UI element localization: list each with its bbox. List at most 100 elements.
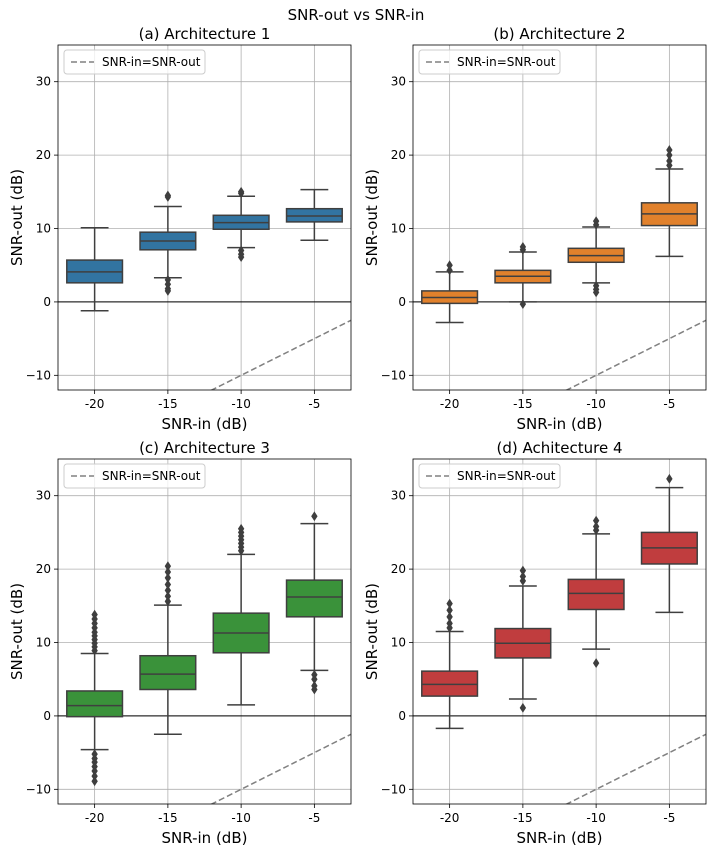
outlier-point (237, 186, 245, 197)
outlier-point (519, 299, 527, 310)
legend-label: SNR-in=SNR-out (102, 469, 201, 483)
axes-frame (412, 458, 707, 805)
y-tick-label: 30 (36, 75, 51, 89)
x-tick-label: -15 (158, 397, 178, 411)
x-tick-label: -10 (231, 397, 251, 411)
box-body (567, 578, 625, 611)
outlier-point (446, 598, 453, 609)
x-tick-label: -5 (308, 397, 320, 411)
legend-box (418, 49, 561, 75)
outlier-point (164, 591, 172, 602)
y-tick-label: 20 (36, 148, 51, 162)
y-axis-label: SNR-out (dB) (8, 169, 26, 266)
panel-4: −10 0 10 20 30 -20 -15 -10 -5 (d) Achitecture 4 SN… (363, 439, 707, 847)
box--15 (139, 561, 197, 736)
box--10 (567, 216, 625, 298)
box--15 (139, 190, 197, 296)
axes-frame (57, 458, 352, 805)
identity-line (210, 319, 351, 390)
outlier-point (666, 145, 673, 155)
x-tick-label: -20 (85, 811, 105, 825)
outlier-point (592, 515, 600, 526)
y-tick-label: 30 (391, 489, 406, 503)
outlier-point (311, 511, 318, 522)
box--10 (212, 523, 270, 706)
panel-2: −10 0 10 20 30 -20 -15 -10 -5 (b) Architecture 2 S… (363, 25, 707, 433)
x-tick-label: -15 (513, 397, 533, 411)
legend-box (63, 463, 206, 489)
legend: SNR-in=SNR-out (63, 49, 206, 75)
legend-box (63, 49, 206, 75)
outlier-point (666, 150, 673, 161)
legend-label: SNR-in=SNR-out (457, 469, 556, 483)
panel-title: (a) Architecture 1 (139, 25, 271, 43)
box--5 (285, 511, 343, 695)
x-tick-label: -15 (158, 811, 178, 825)
y-tick-label: 20 (391, 148, 406, 162)
legend-label: SNR-in=SNR-out (457, 55, 556, 69)
figure-title: SNR-out vs SNR-in (288, 6, 425, 24)
y-tick-label: 30 (36, 489, 51, 503)
x-tick-label: -20 (85, 397, 105, 411)
y-tick-label: 0 (43, 295, 51, 309)
x-tick-label: -15 (513, 811, 533, 825)
box-body (285, 579, 343, 618)
y-tick-label: 0 (43, 709, 51, 723)
legend-label: SNR-in=SNR-out (102, 55, 201, 69)
outlier-point (519, 571, 527, 582)
y-tick-label: −10 (26, 368, 51, 382)
legend-box (418, 463, 561, 489)
outlier-point (164, 585, 172, 596)
outlier-point (164, 567, 172, 577)
x-tick-label: -20 (440, 811, 460, 825)
box--10 (212, 186, 270, 263)
y-tick-label: −10 (26, 782, 51, 796)
box-body (139, 654, 197, 691)
outlier-point (446, 618, 453, 629)
outlier-point (666, 473, 673, 484)
y-axis-label: SNR-out (dB) (8, 583, 26, 680)
y-tick-label: 20 (36, 562, 51, 576)
outlier-point (237, 523, 245, 534)
x-axis-label: SNR-in (dB) (162, 829, 248, 847)
x-tick-label: -5 (663, 397, 675, 411)
y-tick-label: 30 (391, 75, 406, 89)
box--5 (285, 188, 343, 242)
legend: SNR-in=SNR-out (418, 49, 561, 75)
box--20 (421, 260, 479, 324)
outlier-point (519, 702, 527, 713)
outlier-point (164, 561, 172, 572)
x-tick-label: -5 (663, 811, 675, 825)
box--15 (494, 241, 552, 310)
x-axis-label: SNR-in (dB) (517, 829, 603, 847)
axes-frame (412, 44, 707, 391)
outlier-point (446, 611, 453, 622)
x-tick-label: -20 (440, 397, 460, 411)
y-tick-label: 10 (391, 222, 406, 236)
y-tick-label: 10 (36, 636, 51, 650)
outlier-point (592, 216, 600, 227)
outlier-point (592, 287, 600, 298)
box-body (66, 690, 124, 718)
identity-line (210, 733, 351, 804)
legend: SNR-in=SNR-out (63, 463, 206, 489)
box--15 (494, 565, 552, 713)
panel-title: (d) Achitecture 4 (496, 439, 622, 457)
outlier-point (446, 260, 453, 271)
outlier-point (164, 285, 172, 296)
identity-line (565, 733, 706, 804)
axes-frame (57, 44, 352, 391)
box--10 (567, 515, 625, 668)
x-axis-label: SNR-in (dB) (162, 415, 248, 433)
outlier-point (446, 265, 453, 276)
box--20 (66, 609, 124, 787)
y-tick-label: −10 (381, 368, 406, 382)
box--5 (640, 473, 698, 614)
panel-title: (b) Architecture 2 (493, 25, 625, 43)
box--5 (640, 145, 698, 258)
x-tick-label: -10 (586, 397, 606, 411)
panel-1: −10 0 10 20 30 -20 -15 -10 -5 (a) Architecture 1 S… (8, 25, 352, 433)
x-tick-label: -10 (586, 811, 606, 825)
y-tick-label: 20 (391, 562, 406, 576)
outlier-point (91, 609, 98, 620)
